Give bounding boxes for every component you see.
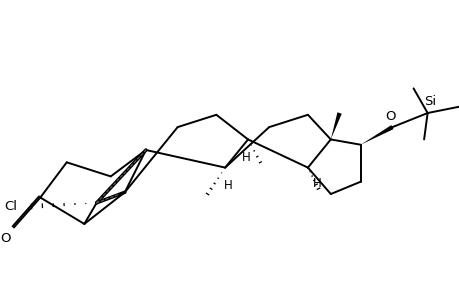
Text: O: O <box>384 110 395 123</box>
Text: H: H <box>312 177 321 190</box>
Text: H: H <box>241 151 250 164</box>
Text: H: H <box>224 179 232 192</box>
Polygon shape <box>360 125 392 145</box>
Polygon shape <box>330 112 341 140</box>
Text: O: O <box>0 232 11 244</box>
Text: Cl: Cl <box>4 200 17 213</box>
Text: Si: Si <box>423 95 435 109</box>
